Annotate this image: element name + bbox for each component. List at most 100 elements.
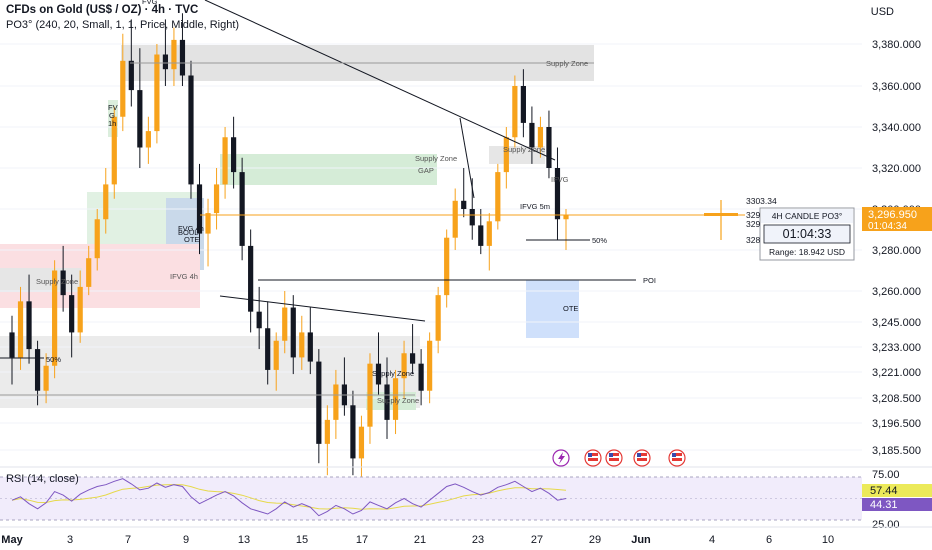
candle-body-48 (418, 363, 424, 391)
po3-level-top: 3303.34 (746, 196, 777, 206)
label-supply-zone-low1: Supply Zone (372, 369, 414, 378)
rsi-panel[interactable]: 75.00 25.00 57.44 44.31 (0, 466, 932, 531)
po3-range: Range: 18.942 USD (769, 247, 845, 257)
po3-level-c: 328 (746, 235, 760, 245)
supply-zone-right-box (489, 146, 545, 164)
supply-zone-low2-box (366, 392, 416, 410)
candle-body-9 (86, 258, 92, 287)
candle-body-12 (111, 116, 117, 185)
candle-body-57 (495, 172, 501, 222)
candle-body-10 (94, 219, 100, 259)
us-flag-stripe-top-3 (672, 453, 682, 456)
y-tick-label-7: 3,245.000 (872, 317, 921, 329)
y-tick-label-2: 3,340.000 (872, 122, 921, 134)
candle-body-3 (34, 349, 41, 391)
po3-level-a: 329 (746, 210, 760, 220)
candle-body-8 (77, 286, 83, 333)
us-flag-canton-2 (637, 453, 641, 457)
us-flag-stripe-bottom-1 (609, 458, 619, 461)
candle-body-27 (239, 172, 245, 246)
candle-body-59 (512, 86, 518, 138)
trendlines-layer (0, 0, 745, 396)
trendline-lower (219, 295, 426, 322)
candle-body-33 (290, 307, 296, 358)
candle-body-43 (375, 363, 382, 385)
po3-panel: 4H CANDLE PO3° 01:04:33 Range: 18.942 USD 3… (746, 196, 855, 261)
us-flag-stripe-bottom-2 (637, 458, 647, 461)
candle-body-31 (273, 340, 279, 370)
candle-body-0 (9, 332, 15, 358)
us-flag-stripe-top-2 (637, 453, 647, 456)
y-axis[interactable]: 3,380.0003,360.0003,340.0003,320.0003,30… (862, 39, 932, 457)
trendline-swing (459, 117, 475, 199)
label-fifty-right: 50% (592, 236, 607, 245)
candle-body-13 (120, 60, 126, 117)
candle-body-4 (43, 365, 49, 391)
po3-timer: 01:04:33 (783, 227, 832, 241)
candle-body-51 (444, 237, 450, 296)
y-tick-label-0: 3,380.000 (872, 39, 921, 51)
candle-body-63 (546, 127, 552, 168)
candle-body-36 (316, 361, 322, 444)
candle-body-28 (248, 245, 254, 312)
label-fvg-1h-a: FV (108, 103, 118, 112)
po3-timer-box (763, 224, 851, 244)
indicator-legend[interactable]: PO3° (240, 20, Small, 1, 1, Price, Middl… (6, 19, 240, 31)
label-fvg-1h-b: G (109, 111, 115, 120)
candle-body-38 (333, 384, 339, 420)
y-tick-label-10: 3,208.500 (872, 393, 921, 405)
candle-body-14 (128, 60, 134, 91)
candle-body-20 (179, 39, 186, 76)
candle-body-21 (188, 75, 194, 185)
candle-body-58 (503, 137, 509, 173)
candle-body-15 (137, 90, 143, 148)
candle-body-49 (427, 340, 433, 391)
label-fvg-1h-c: 1h (108, 119, 116, 128)
label-ifvg-5m: IFVG 5m (520, 202, 550, 211)
candle-body-30 (265, 328, 271, 370)
candle-body-26 (231, 137, 237, 173)
countdown-value: 01:04:34 (868, 221, 907, 232)
x-tick-label-14: 10 (822, 534, 834, 546)
y-tick-label-12: 3,185.500 (872, 445, 921, 457)
candle-body-46 (401, 353, 407, 379)
candle-body-17 (154, 54, 160, 132)
event-icons[interactable] (552, 449, 686, 467)
label-fvg-4h: FVG 4h (178, 224, 204, 233)
candle-body-16 (145, 131, 151, 148)
candle-body-61 (529, 122, 535, 148)
label-gap: GAP (418, 166, 434, 175)
x-axis[interactable]: May 3 7 9 13 15 17 21 23 27 29 Jun 4 6 10 (0, 526, 932, 546)
candle-body-54 (469, 209, 475, 226)
candle-body-5 (52, 270, 58, 366)
x-tick-label-5: 15 (296, 534, 308, 546)
x-tick-label-2: 7 (125, 534, 131, 546)
y-tick-label-8: 3,233.000 (872, 342, 921, 354)
gap-zone-box (220, 154, 437, 185)
x-tick-label-9: 27 (531, 534, 543, 546)
us-flag-canton-1 (609, 453, 613, 457)
po3-panel-title: 4H CANDLE PO3° (772, 211, 842, 221)
po3-panel-header (761, 209, 853, 223)
x-tick-label-12: 4 (709, 534, 715, 546)
rsi-legend[interactable]: RSI (14, close) (6, 473, 79, 485)
po3-body (704, 213, 738, 216)
us-flag-canton-0 (588, 453, 592, 457)
label-fifty-left: 50% (46, 355, 61, 364)
currency-label: USD (870, 6, 894, 18)
candle-body-45 (392, 378, 399, 420)
candle-body-56 (486, 221, 492, 246)
zones-layer (0, 45, 594, 410)
rsi-value: 57.44 (870, 485, 898, 497)
rsi-tag (862, 498, 932, 511)
current-price-value: 3,296.950 (868, 209, 917, 221)
chart-title[interactable]: CFDs on Gold (US$ / OZ) · 4h · TVC (6, 4, 199, 16)
label-supply-zone-right: Supply Zone (503, 145, 545, 154)
x-tick-label-1: 3 (67, 534, 73, 546)
candle-body-37 (324, 419, 330, 444)
ote-right-box (526, 280, 579, 338)
us-flag-stripe-bottom-0 (588, 458, 598, 461)
rsi-ma-tag (862, 484, 932, 497)
rsi-ma-value: 44.31 (870, 499, 898, 511)
